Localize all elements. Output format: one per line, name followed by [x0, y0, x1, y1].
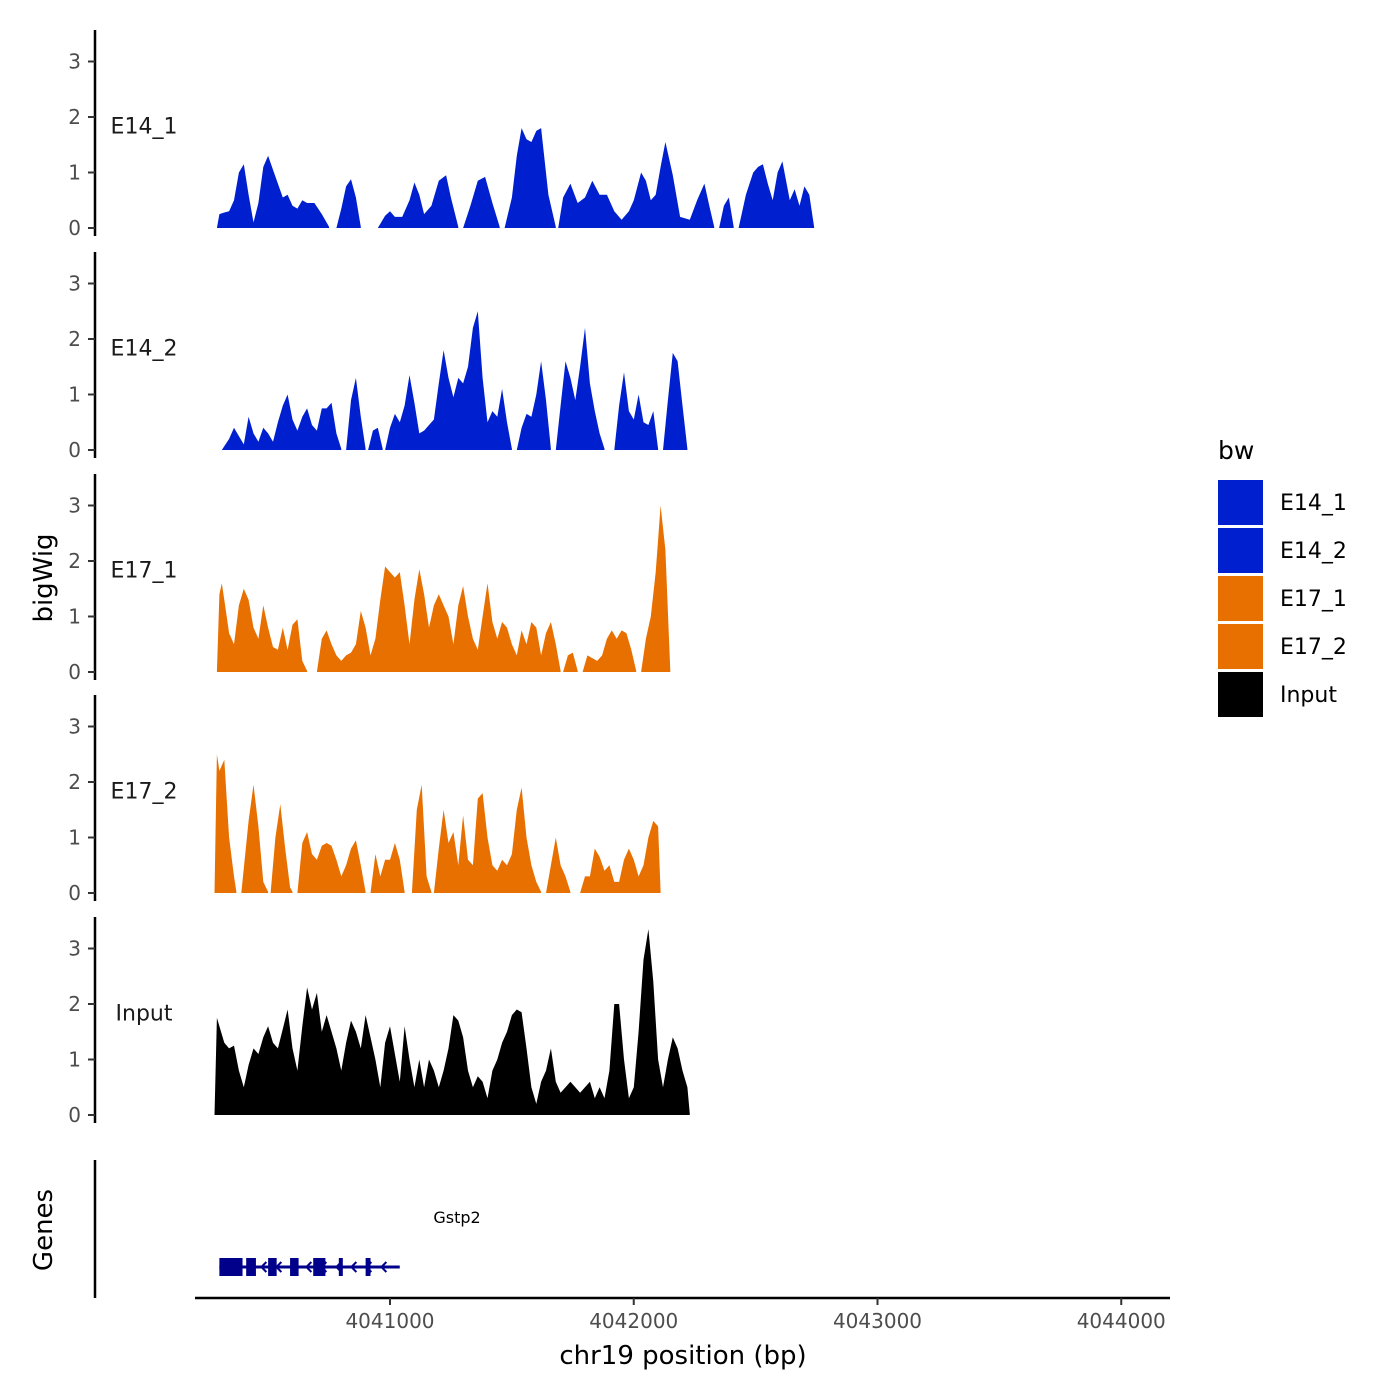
coverage-area-E17_2 — [370, 843, 405, 893]
gene-exon — [338, 1258, 343, 1276]
coverage-area-E17_1 — [216, 583, 308, 672]
legend-label: E14_1 — [1280, 491, 1347, 516]
y-tick-label: 1 — [68, 383, 81, 407]
coverage-area-E17_2 — [411, 784, 432, 893]
coverage-area-E17_2 — [214, 754, 237, 893]
x-axis-title: chr19 position (bp) — [559, 1341, 806, 1371]
strand-arrow — [379, 1261, 388, 1273]
coverage-area-E14_2 — [663, 352, 688, 450]
strand-arrow — [349, 1261, 358, 1273]
coverage-area-E17_2 — [241, 784, 269, 893]
y-tick-label: 1 — [68, 161, 81, 185]
track-E17_2: 0 1 2 3 E17_2 — [68, 695, 661, 905]
coverage-area-E14_1 — [719, 197, 734, 228]
x-tick-label: 4041000 — [345, 1309, 434, 1333]
coverage-area-E17_1 — [582, 630, 637, 672]
legend-swatch-E17_1 — [1218, 576, 1263, 621]
coverage-area-E14_1 — [377, 175, 459, 228]
gene-exon — [290, 1258, 299, 1276]
gene-name-label: Gstp2 — [433, 1208, 480, 1227]
coverage-area-E14_1 — [558, 142, 715, 228]
track-Input: 0 1 2 3 Input — [68, 917, 690, 1127]
y-tick-label: 0 — [68, 1103, 81, 1127]
y-tick-label: 1 — [68, 826, 81, 850]
y-tick-label: 1 — [68, 605, 81, 629]
legend-swatch-E17_2 — [1218, 624, 1263, 669]
x-axis: 4041000 4042000 4043000 4044000 — [195, 1296, 1170, 1333]
y-tick-label: 3 — [68, 494, 81, 518]
coverage-area-E14_2 — [516, 361, 551, 450]
track-E14_1: 0 1 2 3 E14_1 — [68, 30, 815, 240]
track-label: E17_2 — [111, 780, 178, 805]
legend-swatch-E14_1 — [1218, 480, 1263, 525]
legend-label: Input — [1280, 683, 1337, 708]
coverage-area-E14_1 — [216, 155, 330, 228]
legend-title: bw — [1218, 436, 1254, 465]
gene-track: Gstp2 — [93, 1160, 481, 1298]
gene-exon — [313, 1258, 326, 1276]
x-tick-label: 4042000 — [589, 1309, 678, 1333]
y-tick-label: 0 — [68, 216, 81, 240]
y-tick-label: 2 — [68, 549, 81, 573]
coverage-area-E17_1 — [641, 505, 671, 672]
legend-label: E17_2 — [1280, 635, 1347, 660]
y-tick-label: 3 — [68, 50, 81, 74]
y-tick-label: 0 — [68, 660, 81, 684]
y-tick-label: 1 — [68, 1048, 81, 1072]
coverage-area-E14_1 — [504, 128, 556, 228]
coverage-area-E14_1 — [336, 179, 361, 228]
track-label: E14_1 — [111, 115, 178, 140]
strand-arrow — [304, 1261, 313, 1273]
coverage-area-E17_2 — [546, 837, 571, 893]
coverage-area-E17_1 — [563, 652, 578, 672]
x-tick-label: 4043000 — [833, 1309, 922, 1333]
y-tick-label: 3 — [68, 272, 81, 296]
coverage-area-E17_2 — [580, 820, 661, 893]
y-tick-label: 0 — [68, 881, 81, 905]
track-label: E17_1 — [111, 559, 178, 584]
gene-exon — [246, 1258, 256, 1276]
genes-axis-title: Genes — [29, 1189, 59, 1271]
track-label: Input — [116, 1002, 173, 1027]
track-label: E14_2 — [111, 337, 178, 362]
y-tick-label: 2 — [68, 992, 81, 1016]
gene-exon — [365, 1258, 371, 1276]
legend-swatch-E14_2 — [1218, 528, 1263, 573]
coverage-area-E14_2 — [221, 394, 342, 450]
x-tick-label: 4044000 — [1077, 1309, 1166, 1333]
y-tick-label: 2 — [68, 770, 81, 794]
coverage-area-Input — [214, 929, 690, 1115]
coverage-area-E14_2 — [614, 372, 659, 450]
track-E14_2: 0 1 2 3 E14_2 — [68, 252, 688, 462]
coverage-area-E17_1 — [316, 566, 561, 672]
y-tick-label: 3 — [68, 715, 81, 739]
y-tick-label: 3 — [68, 937, 81, 961]
track-E17_1: 0 1 2 3 E17_1 — [68, 474, 671, 684]
coverage-area-E14_2 — [555, 327, 605, 450]
coverage-area-E14_2 — [368, 427, 383, 450]
coverage-area-E17_2 — [433, 787, 542, 893]
y-tick-label: 2 — [68, 105, 81, 129]
gene-exon — [268, 1258, 277, 1276]
strand-arrow — [259, 1261, 268, 1273]
legend-label: E17_1 — [1280, 587, 1347, 612]
coverage-area-E14_2 — [385, 311, 512, 450]
coverage-area-E17_2 — [297, 832, 366, 893]
y-tick-label: 0 — [68, 438, 81, 462]
gene-exon — [219, 1258, 243, 1276]
legend: bw E14_1 E14_2 E17_1 E17_2 Input — [1218, 436, 1347, 717]
y-tick-label: 2 — [68, 327, 81, 351]
coverage-area-E14_1 — [738, 161, 815, 228]
coverage-area-E14_1 — [463, 176, 500, 228]
coverage-tracks: 0 1 2 3 E14_1 0 1 2 3 E14_2 0 1 2 3 E17_1 0 1 2 3 E17_2 0 1 2 3… — [68, 30, 815, 1127]
legend-label: E14_2 — [1280, 539, 1347, 564]
coverage-area-E17_2 — [270, 804, 293, 893]
y-axis-title: bigWig — [29, 533, 59, 622]
coverage-area-E14_2 — [346, 377, 366, 450]
legend-swatch-Input — [1218, 672, 1263, 717]
